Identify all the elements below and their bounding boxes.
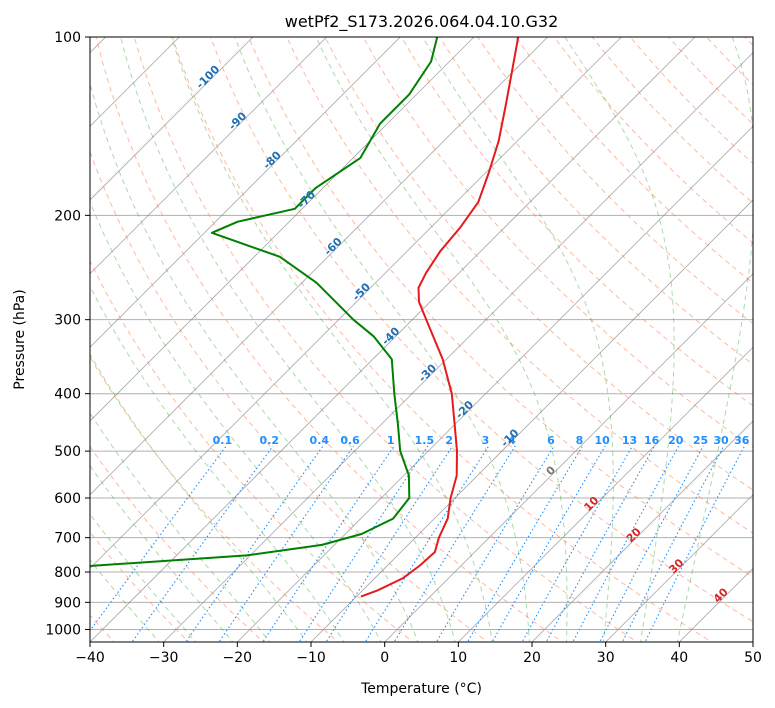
isotherm bbox=[605, 494, 753, 642]
isotherm bbox=[90, 37, 401, 348]
mixing-ratio-label: 0.4 bbox=[310, 434, 330, 447]
chart-title: wetPf2_S173.2026.064.04.10.G32 bbox=[285, 12, 559, 32]
y-tick-label: 400 bbox=[54, 387, 81, 403]
y-tick-label: 700 bbox=[54, 531, 81, 547]
moist-adiabat bbox=[171, 37, 493, 642]
mixing-ratio-label: 0.1 bbox=[213, 434, 233, 447]
isotherm bbox=[90, 37, 327, 275]
dry-adiabat bbox=[95, 37, 564, 642]
y-tick-label: 600 bbox=[54, 491, 81, 507]
mixing-ratio-label: 13 bbox=[622, 434, 637, 447]
x-axis: −40 −30 −20 −10 0 10 20 30 40 50 bbox=[75, 642, 762, 666]
y-tick-label: 800 bbox=[54, 565, 81, 581]
x-tick-label: 20 bbox=[523, 650, 541, 666]
y-axis-label: Pressure (hPa) bbox=[12, 289, 28, 389]
mixing-ratio-line bbox=[262, 445, 395, 642]
y-tick-label: 200 bbox=[54, 208, 81, 224]
x-tick-label: −30 bbox=[149, 650, 179, 666]
mixing-ratio-label: 8 bbox=[576, 434, 584, 447]
mixing-ratio-label: 20 bbox=[668, 434, 684, 447]
moist-adiabat bbox=[90, 559, 160, 642]
dry-adiabat bbox=[171, 37, 713, 642]
moist-adiabat bbox=[90, 81, 419, 642]
isotherm bbox=[90, 37, 696, 642]
moist-adiabat bbox=[90, 513, 197, 642]
mixing-ratio-label: 0.2 bbox=[260, 434, 280, 447]
mixing-ratio-label: 16 bbox=[644, 434, 660, 447]
y-tick-label: 900 bbox=[54, 595, 81, 611]
mixing-ratio-label: 30 bbox=[713, 434, 729, 447]
mixing-ratio-line bbox=[491, 445, 606, 642]
mixing-ratio-label: 3 bbox=[482, 434, 490, 447]
mixing-ratio-label: 36 bbox=[734, 434, 750, 447]
temperature-line bbox=[360, 37, 520, 598]
mixing-ratio-line bbox=[131, 445, 274, 642]
moist-adiabat bbox=[564, 37, 675, 642]
y-tick-label: 1000 bbox=[45, 622, 81, 638]
x-tick-label: −20 bbox=[223, 650, 253, 666]
dewpoint-line bbox=[90, 37, 439, 568]
mixing-ratio-line bbox=[393, 445, 516, 642]
dry-adiabat bbox=[477, 37, 753, 325]
x-tick-label: 10 bbox=[449, 650, 467, 666]
moist-adiabat bbox=[90, 464, 234, 642]
mixing-ratio-line bbox=[572, 445, 680, 642]
x-tick-label: 30 bbox=[597, 650, 615, 666]
x-tick-label: 50 bbox=[744, 650, 762, 666]
isotherm bbox=[90, 37, 475, 422]
moist-adiabat bbox=[90, 353, 308, 642]
y-tick-label: 100 bbox=[54, 30, 81, 46]
mixing-ratio-line bbox=[185, 445, 324, 642]
mixing-ratio-label: 6 bbox=[547, 434, 555, 447]
y-axis: 100 200 300 400 500 600 700 800 900 1000 bbox=[45, 30, 90, 638]
dry-adiabat bbox=[90, 356, 339, 642]
mixing-ratio-label: 4 bbox=[508, 434, 516, 447]
x-tick-label: 40 bbox=[670, 650, 688, 666]
mixing-ratio-label: 25 bbox=[693, 434, 708, 447]
isotherm bbox=[90, 37, 548, 496]
moist-adiabat bbox=[315, 37, 568, 642]
x-axis-label: Temperature (°C) bbox=[360, 681, 482, 697]
dry-adiabat bbox=[133, 37, 638, 642]
isotherm bbox=[531, 420, 753, 642]
mixing-ratio-line bbox=[218, 445, 355, 642]
mixing-ratio-line bbox=[466, 445, 584, 642]
mixing-ratio-label: 10 bbox=[594, 434, 610, 447]
dry-adiabat bbox=[210, 37, 753, 623]
x-tick-label: −40 bbox=[75, 650, 105, 666]
mixing-ratio-line bbox=[325, 445, 454, 642]
dry-adiabat bbox=[90, 531, 190, 642]
mixing-ratio-label: 1 bbox=[387, 434, 395, 447]
mixing-ratio-label: 2 bbox=[445, 434, 453, 447]
dry-adiabat bbox=[90, 259, 414, 642]
isotherm bbox=[90, 37, 254, 201]
background-lines bbox=[90, 37, 753, 642]
x-tick-label: 0 bbox=[380, 650, 389, 666]
moist-adiabat bbox=[90, 412, 271, 642]
dry-adiabat bbox=[90, 150, 489, 642]
x-tick-label: −10 bbox=[296, 650, 326, 666]
grid-layer bbox=[90, 37, 753, 642]
mixing-ratio-line bbox=[599, 445, 704, 642]
isotherm bbox=[384, 273, 753, 642]
dry-adiabat bbox=[324, 37, 753, 491]
isotherm bbox=[458, 346, 753, 642]
isotherm bbox=[163, 52, 753, 642]
moist-adiabat bbox=[90, 200, 382, 642]
mixing-ratio-line bbox=[298, 445, 429, 642]
data-lines bbox=[90, 37, 520, 598]
mixing-ratio-label: 0.6 bbox=[340, 434, 360, 447]
y-tick-label: 300 bbox=[54, 313, 81, 329]
mixing-ratio-line bbox=[364, 445, 490, 642]
dry-adiabat bbox=[362, 37, 753, 449]
isotherm bbox=[90, 37, 622, 569]
moist-adiabat bbox=[422, 37, 614, 642]
y-tick-label: 500 bbox=[54, 444, 81, 460]
mixing-ratio-label: 1.5 bbox=[415, 434, 435, 447]
moist-adiabat bbox=[120, 37, 456, 642]
plot-frame bbox=[89, 36, 754, 643]
